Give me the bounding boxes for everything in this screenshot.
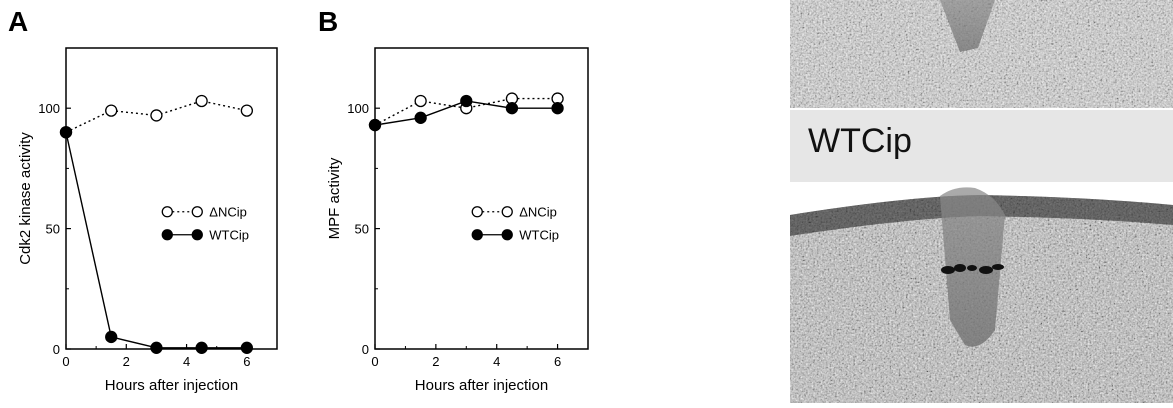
chart-b-x-tick-label: 6 xyxy=(554,354,561,369)
chart-a-legend-dncip-marker xyxy=(161,206,173,218)
chart-b-x-axis-label: Hours after injection xyxy=(415,377,548,394)
chart-b-x-tick-label: 2 xyxy=(432,354,439,369)
panel-label-b: B xyxy=(318,6,339,37)
chart-a-x-axis-label: Hours after injection xyxy=(105,377,238,394)
micrograph-label-band xyxy=(790,110,1173,182)
chart-b-series-wtcip-point xyxy=(414,111,427,124)
chart-a-y-tick-label: 100 xyxy=(38,101,60,116)
chart-a-legend-dncip-label: ΔNCip xyxy=(209,205,247,220)
chart-a-svg: 0 50 100 0 2 4 6 Hours after injection Cdk2 kina… xyxy=(17,47,278,394)
chart-b-series-dncip-point xyxy=(414,94,427,108)
chart-b-y-tick-label: 100 xyxy=(347,101,369,116)
chart-b-y-tick-label: 50 xyxy=(355,222,369,237)
chart-b-svg: 0 50 100 0 2 4 6 Hours after injection MPF activ… xyxy=(326,47,589,394)
chart-b-y-tick-label: 0 xyxy=(362,342,369,357)
chart-a-x-tick-label: 2 xyxy=(123,354,130,369)
chart-a-plot-frame xyxy=(65,47,278,350)
chart-a-series-dncip-point xyxy=(195,94,208,108)
chart-a-series-wtcip-point xyxy=(240,341,254,354)
chart-a-x-tick-label: 4 xyxy=(183,354,190,369)
chart-b-legend-wtcip-marker xyxy=(501,229,513,241)
chart-b-x-tick-label: 4 xyxy=(493,354,500,369)
chart-a-legend-wtcip-marker xyxy=(191,229,203,241)
chart-a-series-wtcip-point xyxy=(105,330,118,344)
chart-b-series-wtcip-point xyxy=(368,118,382,132)
chart-a-y-axis-label: Cdk2 kinase activity xyxy=(17,132,34,265)
chart-a-series-dncip-point xyxy=(150,109,163,122)
chart-a-legend-wtcip-label: WTCip xyxy=(209,228,249,243)
chart-a-x-tick-label: 0 xyxy=(62,354,69,369)
chart-b-legend-wtcip-label: WTCip xyxy=(519,228,559,243)
chart-panel-a: A 0 50 100 0 2 4 6 Hours after injection Cdk2 ki… xyxy=(0,0,290,403)
chromosome-marks xyxy=(941,264,1004,274)
chart-a-x-tick-label: 6 xyxy=(243,354,250,369)
chart-a-series-dncip-point xyxy=(105,104,118,117)
chart-b-legend-dncip-label: ΔNCip xyxy=(519,205,557,220)
chart-a-legend-wtcip-marker xyxy=(161,229,173,241)
chart-b-series-wtcip-point xyxy=(551,102,564,115)
chart-a-series-wtcip-point xyxy=(195,341,208,354)
chart-b-plot-frame xyxy=(374,47,589,350)
panel-label-a: A xyxy=(8,6,29,37)
chart-b-y-axis-label: MPF activity xyxy=(326,157,343,239)
chart-b-legend-wtcip-marker xyxy=(471,229,483,241)
chart-a-y-tick-label: 0 xyxy=(53,342,60,357)
chart-a-series-wtcip-point xyxy=(59,126,73,139)
chart-a-series-dncip-point xyxy=(240,104,254,117)
chart-b-series-wtcip-point xyxy=(460,94,473,108)
chart-a-y-tick-label: 50 xyxy=(46,222,60,237)
chart-b-x-tick-label: 0 xyxy=(371,354,378,369)
micrograph-label: WTCip xyxy=(808,122,912,160)
chart-panel-b: B 0 50 100 0 2 4 6 Hours after injection MPF act… xyxy=(310,0,610,403)
chart-b-legend-dncip-marker xyxy=(471,206,483,218)
chart-b-series-wtcip-point xyxy=(505,102,519,115)
micrograph-image xyxy=(790,0,1173,403)
chart-a-legend-dncip-marker xyxy=(191,206,203,218)
chart-a-series-wtcip-point xyxy=(150,341,163,354)
chart-b-legend-dncip-marker xyxy=(501,206,513,218)
